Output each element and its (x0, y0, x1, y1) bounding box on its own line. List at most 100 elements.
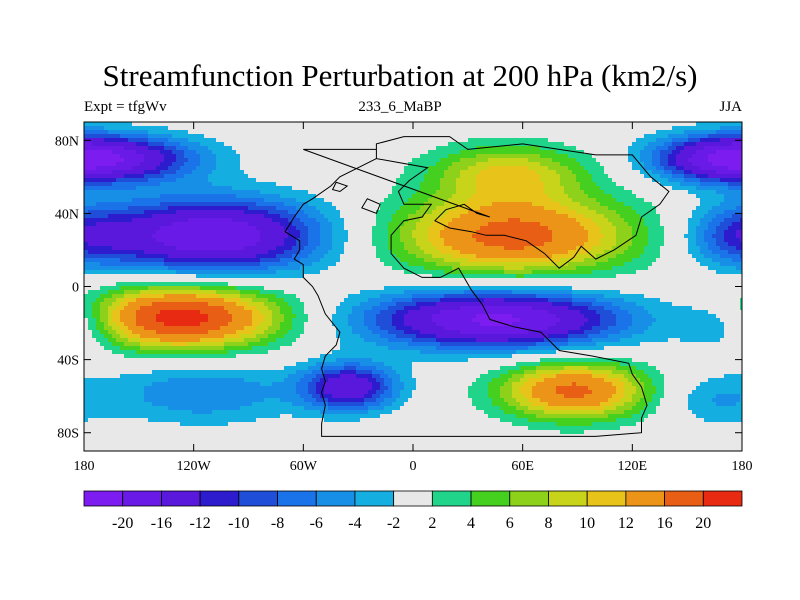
field-cell (156, 206, 161, 211)
field-cell (292, 306, 297, 311)
field-cell (220, 270, 225, 275)
field-cell (88, 350, 93, 355)
field-cell (300, 166, 305, 171)
field-cell (232, 170, 237, 175)
field-cell (300, 130, 305, 135)
field-cell (284, 258, 289, 263)
field-cell (192, 422, 197, 427)
field-cell (84, 306, 89, 311)
field-cell (140, 438, 145, 443)
field-cell (176, 386, 181, 391)
field-cell (256, 386, 261, 391)
field-cell (124, 126, 129, 131)
field-cell (260, 198, 265, 203)
field-cell (216, 282, 221, 287)
field-cell (252, 386, 257, 391)
field-cell (300, 358, 305, 363)
field-cell (216, 310, 221, 315)
field-cell (268, 410, 273, 415)
field-cell (296, 318, 301, 323)
field-cell (260, 214, 265, 219)
field-cell (192, 354, 197, 359)
field-cell (124, 170, 129, 175)
field-cell (132, 446, 137, 451)
field-cell (128, 442, 133, 447)
field-cell (128, 430, 133, 435)
field-cell (140, 446, 145, 451)
field-cell (292, 146, 297, 151)
field-cell (244, 126, 249, 131)
field-cell (204, 342, 209, 347)
field-cell (292, 286, 297, 291)
field-cell (304, 362, 309, 367)
field-cell (284, 254, 289, 259)
field-cell (156, 262, 161, 267)
field-cell (248, 358, 253, 363)
field-cell (128, 170, 133, 175)
field-cell (176, 294, 181, 299)
field-cell (156, 290, 161, 295)
field-cell (272, 298, 277, 303)
field-cell (268, 270, 273, 275)
field-cell (124, 166, 129, 171)
field-cell (240, 414, 245, 419)
field-cell (144, 226, 149, 231)
field-cell (188, 282, 193, 287)
field-cell (120, 290, 125, 295)
field-cell (188, 190, 193, 195)
field-cell (316, 182, 321, 187)
field-cell (152, 250, 157, 255)
field-cell (272, 186, 277, 191)
field-cell (88, 210, 93, 215)
field-cell (300, 202, 305, 207)
field-cell (252, 242, 257, 247)
field-cell (304, 182, 309, 187)
field-cell (244, 190, 249, 195)
field-cell (276, 186, 281, 191)
field-cell (148, 242, 153, 247)
field-cell (244, 314, 249, 319)
field-cell (264, 298, 269, 303)
field-cell (284, 198, 289, 203)
field-cell (240, 318, 245, 323)
field-cell (252, 274, 257, 279)
field-cell (260, 438, 265, 443)
field-cell (116, 258, 121, 263)
field-cell (92, 406, 97, 411)
field-cell (120, 390, 125, 395)
field-cell (244, 222, 249, 227)
field-cell (92, 162, 97, 167)
field-cell (160, 194, 165, 199)
field-cell (100, 210, 105, 215)
field-cell (128, 130, 133, 135)
field-cell (312, 262, 317, 267)
field-cell (260, 146, 265, 151)
field-cell (264, 166, 269, 171)
field-cell (112, 138, 117, 143)
field-cell (240, 402, 245, 407)
field-cell (136, 162, 141, 167)
field-cell (248, 350, 253, 355)
field-cell (248, 418, 253, 423)
field-cell (248, 214, 253, 219)
field-cell (320, 358, 325, 363)
field-cell (252, 406, 257, 411)
field-cell (164, 266, 169, 271)
field-cell (260, 290, 265, 295)
field-cell (164, 198, 169, 203)
field-cell (120, 246, 125, 251)
field-cell (264, 258, 269, 263)
field-cell (100, 214, 105, 219)
field-cell (144, 426, 149, 431)
field-cell (168, 130, 173, 135)
field-cell (264, 410, 269, 415)
field-cell (160, 330, 165, 335)
field-cell (120, 338, 125, 343)
field-cell (304, 290, 309, 295)
field-cell (316, 154, 321, 159)
field-cell (108, 398, 113, 403)
field-cell (272, 390, 277, 395)
field-cell (104, 390, 109, 395)
field-cell (120, 186, 125, 191)
field-cell (312, 318, 317, 323)
